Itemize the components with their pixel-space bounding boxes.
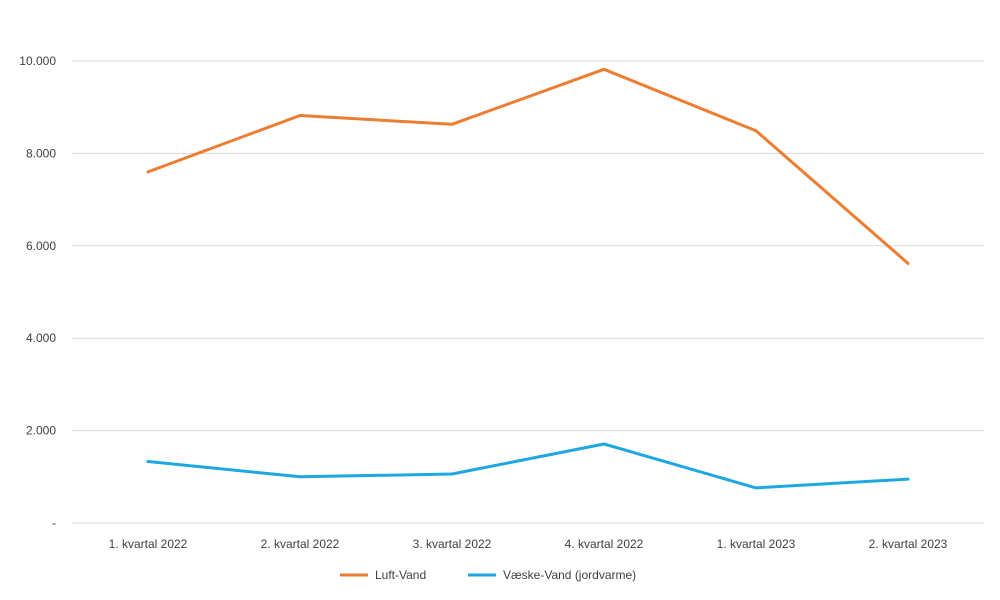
- x-tick-label: 2. kvartal 2022: [261, 537, 340, 551]
- x-tick-label: 4. kvartal 2022: [565, 537, 644, 551]
- data-point: [754, 129, 758, 133]
- data-point: [298, 114, 302, 118]
- legend: Luft-Vand Væske-Vand (jordvarme): [340, 568, 636, 582]
- legend-label-2: Væske-Vand (jordvarme): [503, 568, 636, 582]
- series-lines: [146, 67, 910, 490]
- data-point: [146, 170, 150, 174]
- y-tick-label: 10.000: [19, 54, 56, 68]
- data-point: [146, 460, 150, 464]
- data-point: [450, 472, 454, 476]
- legend-label-1: Luft-Vand: [375, 568, 426, 582]
- gridlines: [72, 60, 984, 432]
- y-tick-label: 8.000: [26, 146, 56, 160]
- y-axis-tick-labels: - 2.000 4.000 6.000 8.000 10.000: [19, 54, 56, 530]
- data-point: [754, 486, 758, 490]
- data-point: [450, 122, 454, 126]
- x-tick-label: 1. kvartal 2022: [109, 537, 188, 551]
- x-tick-label: 2. kvartal 2023: [869, 537, 948, 551]
- data-point: [906, 261, 910, 265]
- data-point: [602, 442, 606, 446]
- x-tick-label: 3. kvartal 2022: [413, 537, 492, 551]
- data-point: [298, 475, 302, 479]
- series-line-1: [146, 67, 910, 265]
- data-point: [602, 67, 606, 71]
- series-line-2: [146, 442, 910, 490]
- y-tick-label: -: [52, 516, 56, 530]
- y-tick-label: 4.000: [26, 331, 56, 345]
- data-point: [906, 477, 910, 481]
- x-axis-tick-labels: 1. kvartal 2022 2. kvartal 2022 3. kvartal…: [109, 537, 948, 551]
- y-tick-label: 2.000: [26, 424, 56, 438]
- y-tick-label: 6.000: [26, 239, 56, 253]
- x-tick-label: 1. kvartal 2023: [717, 537, 796, 551]
